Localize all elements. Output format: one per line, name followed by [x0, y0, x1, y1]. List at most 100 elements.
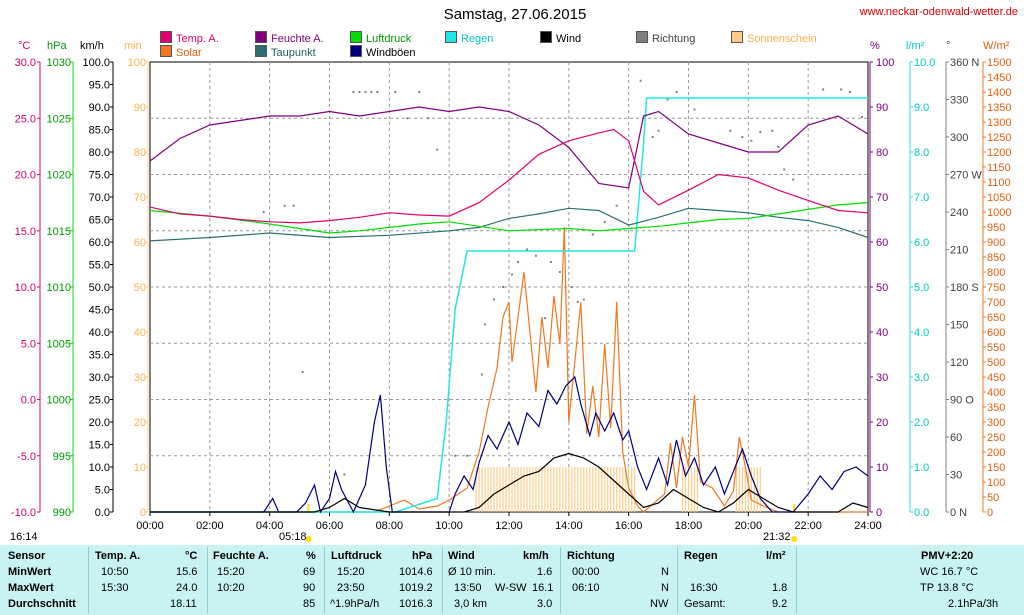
direction-point: [466, 454, 469, 457]
legend-item-regen: Regen: [445, 31, 494, 45]
axis-kmh-label: 50.0: [89, 282, 110, 294]
legend-swatch-wind: [540, 31, 552, 43]
max-richtung: N: [661, 582, 669, 594]
axis-wm2-label: 350: [987, 402, 1005, 414]
direction-point: [666, 98, 669, 101]
axis-pct-label: 10: [876, 462, 888, 474]
x-tick-label: 08:00: [376, 520, 404, 532]
direction-point: [693, 108, 696, 111]
legend-label-temp: Temp. A.: [176, 33, 219, 45]
legend-label-sonnenschein: Sonnenschein: [747, 33, 817, 45]
min-wind: 1.6: [537, 566, 553, 578]
direction-point: [591, 233, 594, 236]
axis-wm2-label: 850: [987, 252, 1005, 264]
legend-label-solar: Solar: [176, 47, 202, 59]
direction-point: [543, 317, 546, 320]
website-url[interactable]: www.neckar-odenwald-wetter.de: [859, 6, 1018, 18]
legend-swatch-solar: [160, 45, 172, 57]
sun-marker: [305, 536, 312, 542]
sunrise-time: 05:18: [279, 531, 307, 543]
min-richtung-time: 00:00: [572, 566, 600, 578]
legend-swatch-temp: [160, 31, 172, 43]
axis-kmh-label: 40.0: [89, 327, 110, 339]
axis-deg-label: 150: [950, 320, 968, 332]
axis-kmh-label: 5.0: [95, 485, 110, 497]
direction-point: [750, 139, 753, 142]
x-tick-label: 00:00: [136, 520, 164, 532]
axis-wm2-label: 0: [987, 507, 993, 519]
axis-min-label: 30: [134, 372, 146, 384]
axis-temp-label: 30.0: [15, 57, 36, 69]
min-temp: 15.6: [176, 566, 198, 578]
legend-label-regen: Regen: [461, 33, 494, 45]
axis-pct-label: 20: [876, 417, 888, 429]
axis-lm2-label: 4.0: [914, 327, 929, 339]
legend-swatch-sonnenschein: [731, 31, 743, 43]
header-pmv: PMV+2:20: [921, 550, 974, 562]
axis-lm2-label: 10.0: [914, 57, 935, 69]
grid: [150, 62, 868, 512]
legend-swatch-feuchte: [255, 31, 267, 43]
legend-item-feuchte: Feuchte A.: [255, 31, 324, 45]
header-regen-unit: l/m²: [766, 550, 786, 562]
avg-wind-km: 3,0 km: [454, 598, 488, 610]
legend-label-taupunkt: Taupunkt: [271, 47, 316, 59]
series-feuchtea: [149, 106, 869, 189]
axis-lm2: 10.0 9.0 8.0 7.0 6.0 5.0 4.0 3.0 2.0 1.0 0.0: [909, 57, 935, 519]
max-wind-dir: W-SW: [495, 582, 527, 594]
legend-item-windboeen: Windböen: [350, 45, 416, 59]
axis-deg-label: 240: [950, 207, 968, 219]
axis-temp-label: 25.0: [15, 113, 36, 125]
axis-deg-label: 270 W: [950, 170, 982, 182]
avg-regen: 9.2: [772, 598, 788, 610]
axis-min-label: 100: [128, 57, 146, 69]
legend-swatch-richtung: [636, 31, 648, 43]
row-min-label: MinWert: [8, 566, 52, 578]
max-temp: 24.0: [176, 582, 198, 594]
direction-point: [651, 136, 654, 138]
min-druck-time: 15:20: [337, 566, 365, 578]
axis-wm2-label: 600: [987, 327, 1005, 339]
direction-point: [729, 129, 732, 132]
axis-kmh: 100.0 95.0 90.0 85.0 80.0 75.0 70.0 65.0 60.0 55.…: [82, 57, 114, 519]
direction-point: [771, 129, 774, 132]
direction-point: [283, 204, 286, 207]
direction-point: [370, 91, 373, 93]
axis-hpa: 1030 1025 1020 1015 1010 1005 1000 995 990: [47, 57, 74, 519]
axis-deg-label: 300: [950, 132, 968, 144]
axis-kmh-label: 0.0: [95, 507, 110, 519]
axis-hpa-label: 1010: [47, 282, 71, 294]
axis-wm2-label: 450: [987, 372, 1005, 384]
direction-point: [481, 373, 484, 376]
legend-swatch-regen: [445, 31, 457, 43]
direction-point: [364, 91, 367, 93]
min-wc: WC 16.7 °C: [920, 566, 979, 578]
direction-point: [406, 117, 409, 120]
unit-pct: %: [870, 40, 880, 52]
direction-point: [582, 298, 585, 301]
axis-wm2-label: 1150: [987, 162, 1011, 174]
direction-point: [822, 88, 825, 91]
direction-point: [534, 254, 537, 257]
axis-min-label: 70: [134, 192, 146, 204]
x-tick-label: 12:00: [495, 520, 523, 532]
axis-kmh-label: 55.0: [89, 260, 110, 272]
axis-temp-label: 15.0: [15, 226, 36, 238]
unit-kmh: km/h: [80, 40, 104, 52]
direction-point: [558, 271, 561, 273]
axis-wm2-label: 800: [987, 267, 1005, 279]
axis-min-label: 10: [134, 462, 146, 474]
avg-trend: 2.1hPa/3h: [948, 598, 999, 610]
x-tick-label: 02:00: [196, 520, 224, 532]
max-richtung-time: 06:10: [572, 582, 600, 594]
header-feuchte-unit: %: [306, 550, 316, 562]
axis-hpa-label: 1005: [47, 338, 71, 350]
axis-kmh-label: 20.0: [89, 417, 110, 429]
header-wind-unit: km/h: [523, 550, 549, 562]
axis-hpa-label: 1000: [47, 395, 71, 407]
x-axis: 00:00 02:00 04:00 06:00 08:00 10:00 12:00 14:00…: [136, 512, 882, 532]
direction-point: [484, 323, 487, 326]
axis-temp: 30.0 25.0 20.0 15.0 10.0 5.0 0.0 -5.0 -10.0: [11, 57, 41, 519]
axis-lm2-label: 3.0: [914, 372, 929, 384]
